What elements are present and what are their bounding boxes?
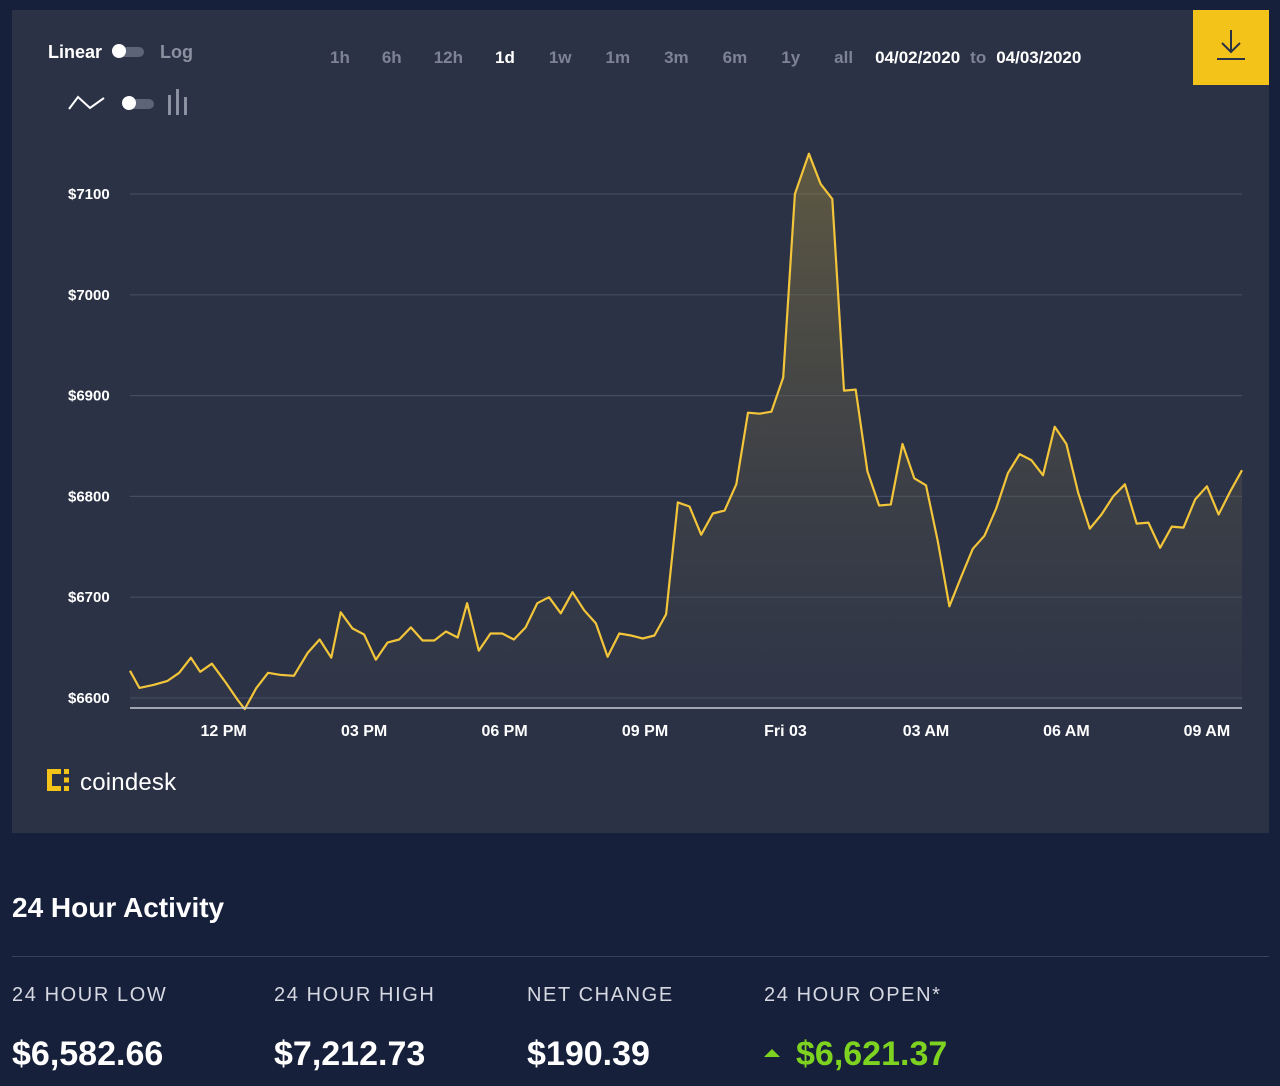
x-tick-label: 06 PM: [481, 723, 527, 740]
activity-divider: [12, 956, 1269, 957]
y-tick-label: $7000: [68, 287, 110, 304]
y-tick-label: $6800: [68, 488, 110, 505]
x-tick-label: 06 AM: [1043, 723, 1090, 740]
range-1m[interactable]: 1m: [605, 48, 631, 67]
range-6m[interactable]: 6m: [722, 48, 748, 67]
download-button[interactable]: [1193, 10, 1269, 85]
time-range-selector: 1h 6h 12h 1d 1w 1m 3m 6m 1y all 04/02/20…: [330, 46, 1081, 70]
candlestick-chart-icon[interactable]: [166, 88, 190, 120]
x-tick-label: 09 AM: [1184, 723, 1231, 740]
x-tick-label: Fri 03: [764, 723, 807, 740]
stat-label: 24 HOUR LOW: [12, 984, 168, 1006]
stat-24h-open: 24 HOUR OPEN* $6,621.37: [764, 984, 947, 1074]
up-arrow-icon: [764, 1048, 780, 1057]
range-1h[interactable]: 1h: [330, 48, 350, 67]
stat-net-change: NET CHANGE $190.39: [527, 984, 674, 1074]
price-line: [129, 152, 1243, 711]
stat-value: $6,582.66: [12, 1035, 164, 1073]
stat-value: $7,212.73: [274, 1035, 426, 1073]
y-tick-label: $7100: [68, 186, 110, 203]
chart-type-toggle[interactable]: [68, 88, 190, 120]
x-tick-label: 03 AM: [903, 723, 950, 740]
range-all[interactable]: all: [834, 48, 854, 67]
date-to-word: to: [970, 48, 987, 67]
x-tick-label: 12 PM: [201, 723, 247, 740]
range-1w[interactable]: 1w: [548, 48, 572, 67]
scale-switch[interactable]: [112, 44, 145, 58]
log-scale-label[interactable]: Log: [160, 41, 194, 62]
chart-panel: $7100 $7000 $6900 $6800 $6700 $6600 12 PM 03 P…: [12, 10, 1269, 833]
coindesk-logo: coindesk: [46, 767, 176, 798]
range-12h[interactable]: 12h: [433, 48, 463, 67]
y-tick-label: $6900: [68, 388, 110, 405]
stat-label: 24 HOUR OPEN*: [764, 984, 942, 1006]
date-from[interactable]: 04/02/2020: [875, 48, 961, 67]
scale-switch-knob: [112, 44, 127, 58]
linear-scale-label[interactable]: Linear: [48, 41, 103, 62]
stat-value-open: $6,621.37: [764, 1035, 947, 1074]
scale-toggle[interactable]: Linear Log: [48, 40, 193, 64]
coindesk-logo-text: coindesk: [80, 768, 177, 796]
download-icon: [1215, 28, 1247, 67]
y-tick-label: $6700: [68, 589, 110, 606]
activity-title: 24 Hour Activity: [12, 892, 225, 923]
stat-value: $190.39: [527, 1035, 650, 1073]
stat-24h-high: 24 HOUR HIGH $7,212.73: [274, 984, 435, 1074]
stat-label: 24 HOUR HIGH: [274, 984, 436, 1006]
price-chart: $7100 $7000 $6900 $6800 $6700 $6600 12 PM 03 P…: [68, 152, 1243, 740]
stat-24h-low: 24 HOUR LOW $6,582.66: [12, 984, 167, 1074]
range-1d[interactable]: 1d: [494, 48, 515, 67]
y-tick-label: $6600: [68, 690, 110, 707]
range-3m[interactable]: 3m: [664, 48, 689, 67]
coindesk-logo-icon: [46, 767, 72, 798]
stat-label: NET CHANGE: [527, 984, 674, 1006]
chart-type-switch-knob: [122, 96, 136, 110]
range-1y[interactable]: 1y: [781, 48, 801, 67]
range-6h[interactable]: 6h: [381, 48, 402, 67]
chart-type-switch[interactable]: [122, 96, 154, 110]
x-tick-label: 03 PM: [341, 723, 387, 740]
date-to[interactable]: 04/03/2020: [996, 48, 1082, 67]
x-tick-label: 09 PM: [622, 723, 668, 740]
stat-value: $6,621.37: [796, 1035, 948, 1073]
price-area: [130, 153, 1242, 710]
line-chart-icon[interactable]: [68, 91, 106, 118]
